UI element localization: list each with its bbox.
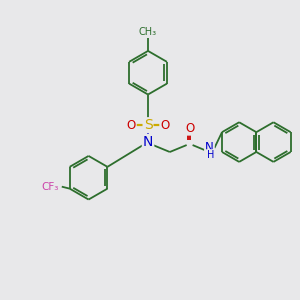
Text: CH₃: CH₃: [139, 27, 157, 37]
Text: O: O: [127, 119, 136, 132]
Text: H: H: [207, 150, 214, 160]
Text: N: N: [143, 135, 153, 149]
Text: O: O: [185, 122, 194, 135]
Text: S: S: [144, 118, 152, 132]
Text: CF₃: CF₃: [41, 182, 58, 192]
Text: N: N: [205, 140, 214, 154]
Text: O: O: [160, 119, 170, 132]
